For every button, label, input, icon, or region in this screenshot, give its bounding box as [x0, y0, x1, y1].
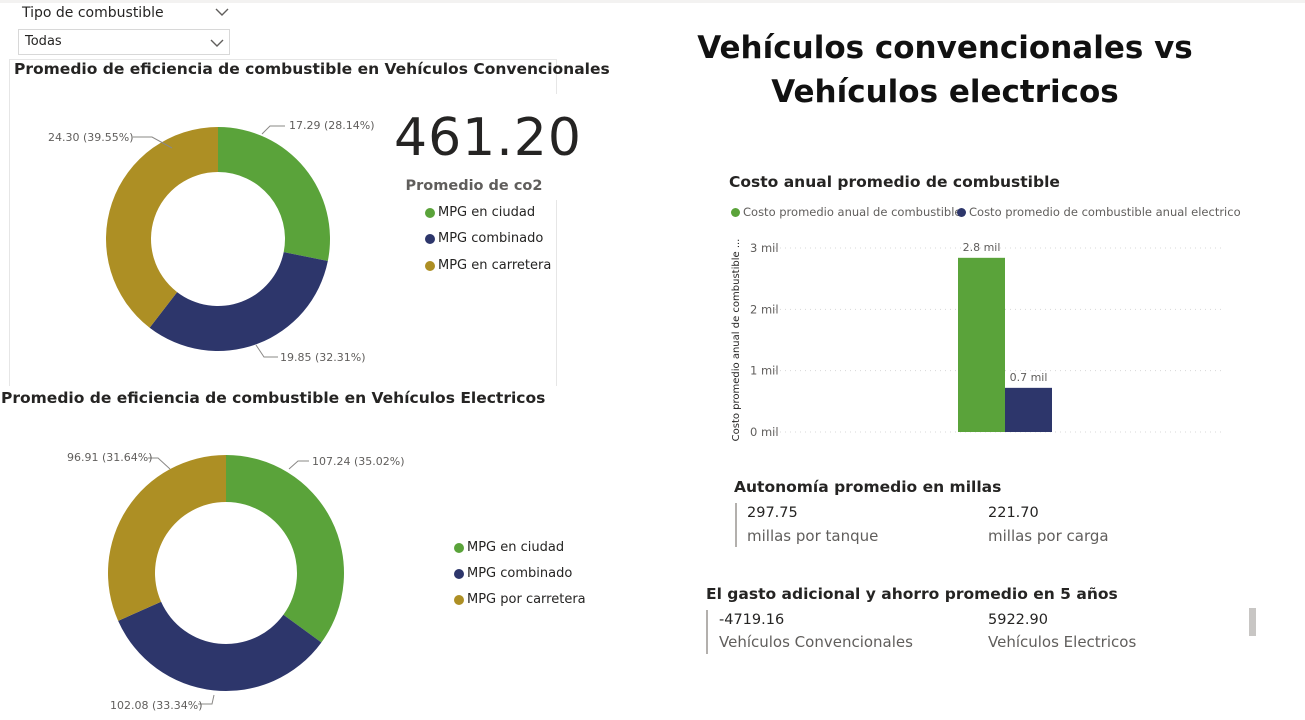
bar-data-label: 2.8 mil — [963, 241, 1001, 254]
leader-line — [255, 344, 278, 358]
legend-marker — [454, 568, 464, 579]
bar-electric[interactable] — [1005, 387, 1052, 432]
card-value: 297.75 — [747, 505, 798, 521]
data-label: 96.91 (31.64%) — [67, 451, 153, 464]
electric-donut-title: Promedio de eficiencia de combustible en… — [1, 389, 546, 407]
leader-line — [148, 457, 171, 470]
legend-marker — [454, 542, 464, 553]
legend-label: MPG por carretera — [467, 592, 586, 607]
legend-item[interactable]: Costo promedio anual de combustible — [731, 205, 962, 219]
y-tick-label: 3 mil — [750, 241, 779, 255]
visual-border — [556, 200, 557, 386]
legend-marker — [425, 233, 435, 244]
conventional-donut-title: Promedio de eficiencia de combustible en… — [14, 60, 610, 78]
y-tick-label: 0 mil — [750, 425, 779, 439]
legend-label: Costo promedio de combustible anual elec… — [969, 205, 1241, 219]
card-value: 5922.90 — [988, 612, 1048, 628]
legend-marker — [957, 207, 966, 217]
donut-slices — [106, 127, 330, 352]
y-tick-label: 1 mil — [750, 364, 779, 378]
co2-kpi-label: Promedio de co2 — [405, 178, 543, 194]
bars — [958, 257, 1052, 432]
y-tick-label: 2 mil — [750, 302, 779, 316]
card-value: -4719.16 — [719, 612, 785, 628]
legend-marker — [425, 207, 435, 218]
legend-item[interactable]: MPG en carretera — [425, 258, 551, 273]
legend-item[interactable]: MPG combinado — [425, 231, 543, 246]
data-label: 19.85 (32.31%) — [280, 351, 366, 364]
chevron-down-icon[interactable] — [214, 4, 230, 20]
scrollbar-thumb[interactable] — [1249, 608, 1256, 636]
card-accent-bar — [735, 503, 737, 547]
bar-conventional[interactable] — [958, 257, 1005, 432]
card-label: millas por tanque — [747, 527, 879, 545]
savings-card-title: El gasto adicional y ahorro promedio en … — [706, 585, 1118, 603]
leader-line — [198, 694, 215, 705]
donut-slice-mpg-combinado[interactable] — [118, 601, 322, 692]
donut-slices — [108, 455, 344, 692]
top-divider — [0, 0, 1305, 3]
legend-item[interactable]: MPG en ciudad — [425, 205, 535, 220]
leader-line — [261, 125, 285, 135]
card-label: millas por carga — [988, 527, 1109, 545]
card-value: 221.70 — [988, 505, 1039, 521]
dropdown-selected-value: Todas — [25, 34, 62, 49]
fuel-type-dropdown[interactable]: Todas — [18, 29, 230, 55]
data-label: 17.29 (28.14%) — [289, 119, 375, 132]
electric-donut-chart — [108, 455, 344, 705]
leader-lines — [133, 125, 285, 358]
data-label: 24.30 (39.55%) — [48, 131, 134, 144]
bar-data-labels: 2.8 mil 0.7 mil — [963, 241, 1048, 384]
page-title-line: Vehículos electricos — [771, 74, 1119, 110]
y-axis-ticks: 0 mil 1 mil 2 mil 3 mil — [750, 241, 779, 439]
legend-marker — [425, 260, 435, 271]
slicer-title: Tipo de combustible — [22, 5, 164, 21]
leader-lines — [148, 457, 309, 705]
leader-line — [288, 460, 309, 470]
page-title: Vehículos convencionales vs Vehículos el… — [620, 26, 1270, 114]
legend-label: Costo promedio anual de combustible — [743, 205, 962, 219]
visual-border — [9, 59, 10, 386]
legend-item[interactable]: MPG combinado — [454, 566, 572, 581]
data-label: 107.24 (35.02%) — [312, 455, 405, 468]
card-label: Vehículos Electricos — [988, 633, 1137, 651]
legend-label: MPG en ciudad — [438, 205, 536, 220]
donut-slice-mpg-combinado[interactable] — [149, 252, 328, 352]
leader-line — [133, 136, 173, 149]
fuel-cost-bar-chart: 0 mil 1 mil 2 mil 3 mil 2.8 mil 0.7 mil Cost… — [731, 239, 1225, 442]
legend-item[interactable]: MPG en ciudad — [454, 540, 564, 555]
donut-slice-mpg-en-carretera[interactable] — [106, 127, 218, 328]
bar-data-label: 0.7 mil — [1010, 371, 1048, 384]
data-label: 102.08 (33.34%) — [110, 699, 203, 712]
legend-item[interactable]: MPG por carretera — [454, 592, 586, 607]
y-axis-label: Costo promedio anual de combustible ... — [731, 239, 742, 442]
legend-label: MPG en carretera — [438, 258, 552, 273]
bar-chart-title: Costo anual promedio de combustible — [729, 173, 1060, 191]
legend-item[interactable]: Costo promedio de combustible anual elec… — [957, 205, 1241, 219]
chevron-down-icon[interactable] — [209, 35, 225, 51]
legend-label: MPG combinado — [438, 231, 544, 246]
autonomy-card-title: Autonomía promedio en millas — [734, 478, 1002, 496]
legend-label: MPG en ciudad — [467, 540, 565, 555]
card-label: Vehículos Convencionales — [719, 633, 913, 651]
donut-slice-mpg-por-carretera[interactable] — [108, 455, 226, 621]
legend-label: MPG combinado — [467, 566, 573, 581]
visual-border — [9, 59, 556, 60]
donut-slice-mpg-en-ciudad[interactable] — [218, 127, 330, 261]
donut-slice-mpg-en-ciudad[interactable] — [226, 455, 344, 643]
page-title-line: Vehículos convencionales vs — [697, 30, 1193, 66]
conventional-donut-chart — [106, 125, 330, 358]
card-accent-bar — [706, 610, 708, 654]
co2-kpi-value: 461.20 — [394, 108, 582, 168]
legend-marker — [454, 594, 464, 605]
legend-marker — [731, 207, 740, 217]
visual-border — [556, 59, 557, 94]
